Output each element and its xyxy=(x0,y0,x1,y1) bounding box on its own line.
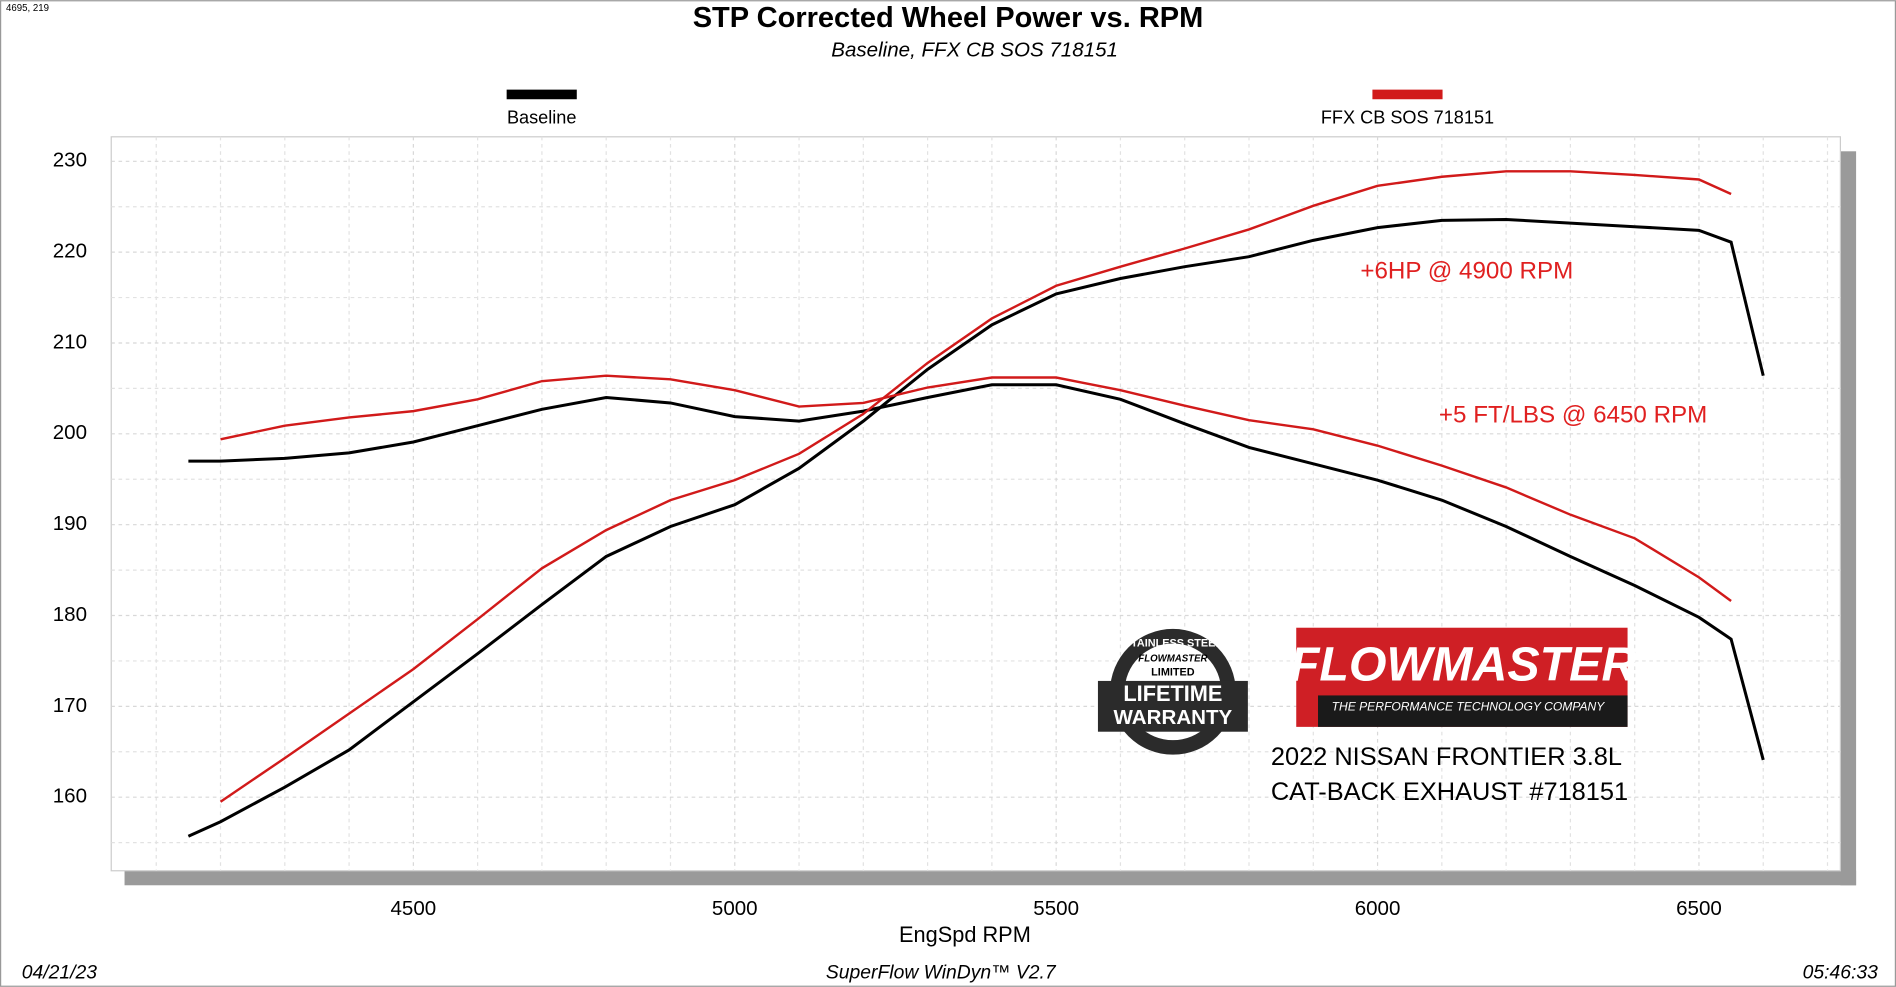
badge-line: LIFETIME xyxy=(1123,681,1222,706)
x-tick-label: 6500 xyxy=(1676,897,1722,920)
logo-brand: FLOWMASTER xyxy=(1290,637,1637,691)
x-tick-label: 4500 xyxy=(391,897,437,920)
plot-shadow xyxy=(124,870,1857,886)
x-tick-label: 6000 xyxy=(1355,897,1401,920)
badge-brand: FLOWMASTER xyxy=(1138,654,1207,665)
footer-date: 04/21/23 xyxy=(22,962,97,984)
badge-limited: LIMITED xyxy=(1151,666,1195,678)
y-tick-label: 190 xyxy=(53,512,87,535)
x-tick-label: 5500 xyxy=(1033,897,1079,920)
corner-text: 4695, 219 xyxy=(6,3,49,14)
y-tick-label: 230 xyxy=(53,149,87,172)
vehicle-text: CAT-BACK EXHAUST #718151 xyxy=(1271,778,1628,806)
footer-time: 05:46:33 xyxy=(1803,962,1878,984)
badge-line: WARRANTY xyxy=(1114,706,1233,729)
x-axis-label: EngSpd RPM xyxy=(899,922,1031,947)
logo-tagline: THE PERFORMANCE TECHNOLOGY COMPANY xyxy=(1332,700,1606,714)
warranty-badge: STAINLESS STEEL FLOWMASTER LIMITED LIFET… xyxy=(1097,628,1248,755)
curve xyxy=(188,383,1765,761)
y-tick-label: 170 xyxy=(53,694,87,717)
y-tick-label: 210 xyxy=(53,330,87,353)
footer-software: SuperFlow WinDyn™ V2.7 xyxy=(826,962,1057,984)
annotation: +6HP @ 4900 RPM xyxy=(1360,258,1573,285)
curve xyxy=(220,374,1732,602)
chart-title: STP Corrected Wheel Power vs. RPM xyxy=(693,2,1204,34)
x-tick-label: 5000 xyxy=(712,897,758,920)
curve xyxy=(187,217,1765,838)
y-tick-label: 200 xyxy=(53,421,87,444)
badge-ring: STAINLESS STEEL xyxy=(1124,637,1223,649)
y-tick-label: 180 xyxy=(53,603,87,626)
vehicle-text: 2022 NISSAN FRONTIER 3.8L xyxy=(1271,743,1622,771)
plot-shadow xyxy=(1840,151,1857,886)
flowmaster-logo: FLOWMASTER THE PERFORMANCE TECHNOLOGY CO… xyxy=(1290,627,1637,727)
chart-subtitle: Baseline, FFX CB SOS 718151 xyxy=(831,38,1118,61)
curve xyxy=(219,170,1732,803)
legend-label: Baseline xyxy=(507,107,577,127)
y-tick-label: 160 xyxy=(53,785,87,808)
y-tick-label: 220 xyxy=(53,240,87,263)
legend-label: FFX CB SOS 718151 xyxy=(1321,107,1494,127)
plot-area xyxy=(110,136,1841,872)
annotation: +5 FT/LBS @ 6450 RPM xyxy=(1439,402,1707,429)
